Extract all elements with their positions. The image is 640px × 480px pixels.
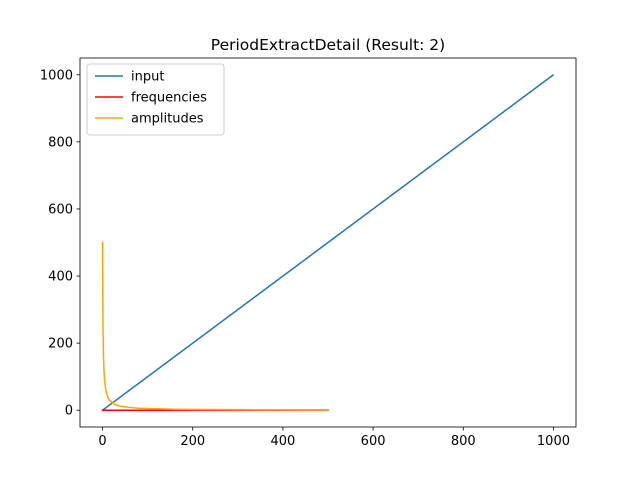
- x-tick-label: 0: [98, 434, 106, 449]
- legend: input frequencies amplitudes: [86, 63, 225, 136]
- y-tick-label: 200: [48, 337, 73, 352]
- x-tick-label: 800: [451, 434, 476, 449]
- chart-title: PeriodExtractDetail (Result: 2): [211, 36, 445, 54]
- y-tick-label: 1000: [40, 68, 73, 83]
- x-tick-label: 1000: [537, 434, 570, 449]
- axes-frame: [79, 57, 577, 428]
- series-group: [101, 74, 555, 412]
- y-tick-label: 0: [65, 404, 73, 419]
- legend-label-amplitudes: amplitudes: [131, 112, 204, 127]
- y-tick-label: 400: [48, 270, 73, 285]
- series-line-input: [101, 74, 555, 412]
- y-tick-label: 800: [48, 135, 73, 150]
- axes-group: 0 200 400 600 800 1000 0 200 400 600 800 1000: [40, 57, 577, 449]
- x-tick-label: 400: [270, 434, 295, 449]
- x-tick-label: 200: [180, 434, 205, 449]
- series-line-amplitudes: [101, 241, 329, 411]
- x-tick-label: 600: [361, 434, 386, 449]
- legend-label-frequencies: frequencies: [131, 91, 207, 106]
- y-tick-label: 600: [48, 202, 73, 217]
- legend-label-input: input: [131, 70, 164, 85]
